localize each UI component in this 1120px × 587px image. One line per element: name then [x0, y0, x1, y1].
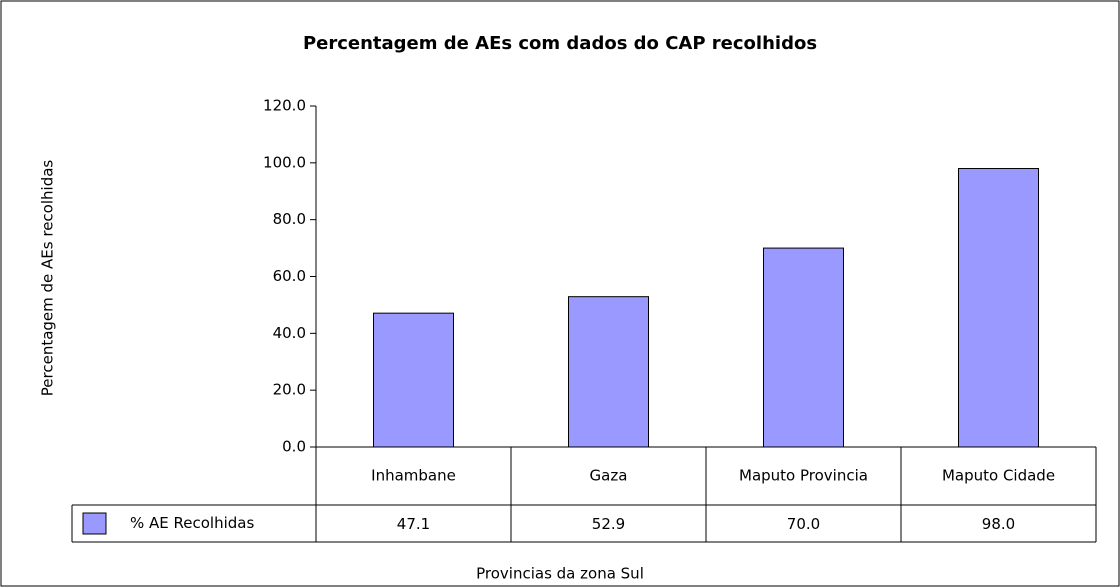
bar	[568, 296, 649, 448]
table-value: 47.1	[397, 515, 430, 533]
bar	[958, 168, 1039, 448]
bar	[763, 247, 844, 448]
x-tick-label: Maputo Cidade	[942, 467, 1055, 485]
legend-swatch	[82, 512, 107, 535]
y-tick-label: 60.0	[273, 267, 306, 285]
table-value: 98.0	[982, 515, 1015, 533]
chart-title: Percentagem de AEs com dados do CAP reco…	[303, 33, 817, 54]
y-tick-label: 40.0	[273, 324, 306, 342]
legend-label: % AE Recolhidas	[130, 514, 254, 532]
x-tick-label: Maputo Provincia	[739, 467, 868, 485]
y-tick-label: 0.0	[282, 438, 306, 456]
y-tick-label: 20.0	[273, 381, 306, 399]
bar	[373, 312, 454, 448]
y-tick-label: 80.0	[273, 210, 306, 228]
table-value: 70.0	[787, 515, 820, 533]
y-tick-label: 120.0	[263, 97, 306, 115]
y-axis-label: Percentagem de AEs recolhidas	[39, 160, 57, 397]
x-tick-label: Gaza	[590, 467, 628, 485]
x-tick-label: Inhambane	[371, 467, 456, 485]
table-value: 52.9	[592, 515, 625, 533]
y-tick-label: 100.0	[263, 153, 306, 171]
x-axis-label: Provincias da zona Sul	[476, 565, 644, 583]
